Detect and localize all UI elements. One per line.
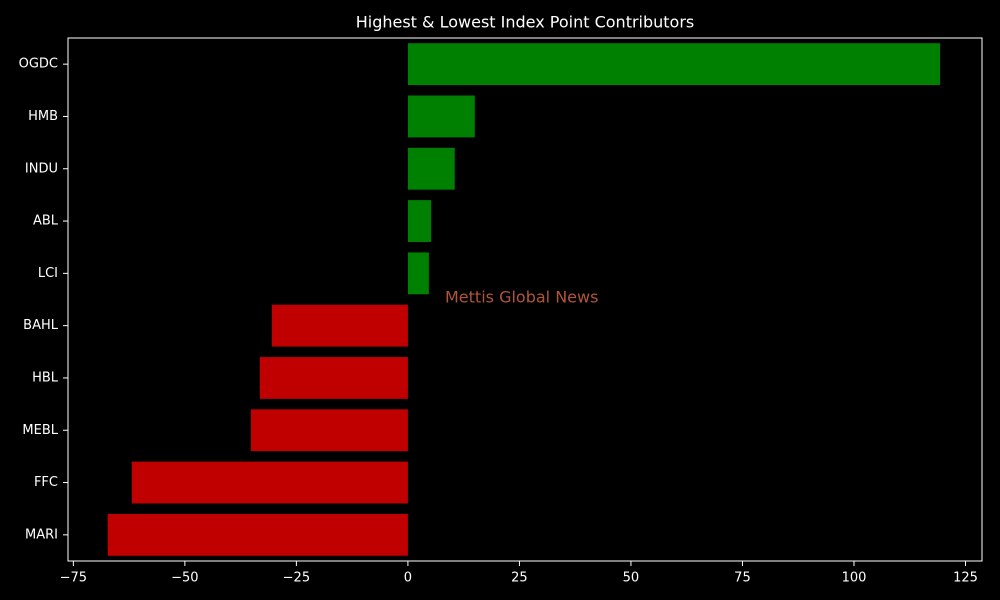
y-tick-label: HBL: [32, 370, 59, 385]
y-tick-label: ABL: [33, 214, 59, 229]
y-tick-label: BAHL: [23, 318, 59, 333]
bar: [407, 252, 429, 295]
bar: [407, 95, 475, 138]
x-tick-label: 75: [734, 571, 751, 586]
x-tick-label: 25: [511, 571, 528, 586]
x-tick-label: −25: [283, 571, 310, 586]
y-tick-label: INDU: [25, 161, 58, 176]
bar: [271, 304, 408, 347]
y-tick-label: MEBL: [22, 423, 58, 438]
y-tick-label: MARI: [25, 527, 58, 542]
x-tick-label: 100: [842, 571, 867, 586]
chart-title: Highest & Lowest Index Point Contributor…: [356, 13, 695, 32]
bar: [259, 357, 408, 399]
x-tick-label: 50: [623, 571, 640, 586]
bar: [250, 409, 408, 452]
y-tick-label: LCI: [38, 266, 58, 281]
x-tick-label: 125: [953, 571, 978, 586]
x-tick-label: 0: [404, 571, 412, 586]
y-tick-label: HMB: [28, 109, 58, 124]
x-tick-label: −50: [171, 571, 198, 586]
annotation: Mettis Global News: [445, 288, 598, 307]
bar: [407, 147, 455, 190]
x-tick-label: −75: [60, 571, 87, 586]
plot-frame: [67, 37, 983, 562]
bar: [131, 461, 408, 504]
bar: [407, 43, 941, 86]
y-tick-label: OGDC: [19, 57, 58, 72]
bar: [407, 200, 432, 242]
y-tick-label: FFC: [34, 475, 58, 490]
bar: [107, 513, 408, 556]
